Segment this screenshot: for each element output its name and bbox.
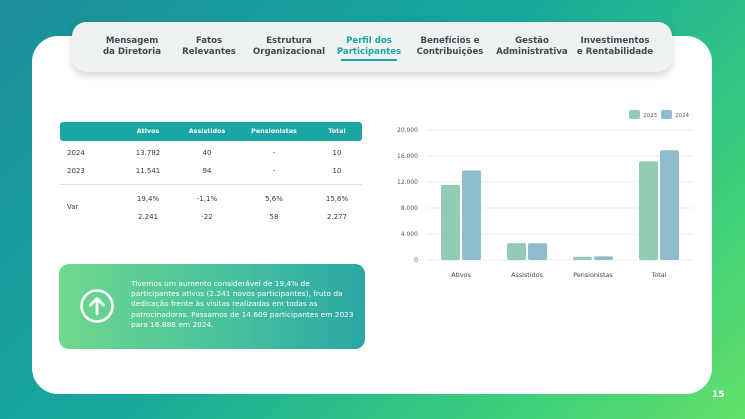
legend-swatch — [661, 110, 672, 119]
y-tick-label: 16.000 — [397, 153, 418, 160]
bar-2024-ativos — [462, 170, 481, 260]
top-navigation: Mensagem da Diretoria Fatos Relevantes E… — [72, 22, 672, 72]
highlight-callout: Tivemos um aumento considerável de 19,4%… — [59, 264, 365, 349]
row-label-2024: 2024 — [67, 149, 85, 157]
cell-total: 10 — [332, 149, 342, 157]
bar-2023-pensionistas — [573, 256, 592, 260]
row-label-var: Var — [67, 203, 79, 211]
cell-var-abs: 2.277 — [326, 213, 348, 221]
row-label-2023: 2023 — [67, 167, 85, 175]
cell-assistidos: 40 — [202, 149, 212, 157]
arrow-up-circle-icon — [80, 289, 114, 323]
cell-var-pct: 15,6% — [325, 195, 349, 203]
page-number: 15 — [712, 390, 725, 400]
nav-tab-fatos[interactable]: Fatos Relevantes — [182, 36, 236, 57]
bar-2024-pensionistas — [594, 256, 613, 260]
legend-label: 2024 — [675, 113, 689, 119]
y-tick-label: 20.000 — [397, 127, 418, 134]
cell-assistidos: 94 — [202, 167, 212, 175]
nav-tab-beneficios[interactable]: Benefícios e Contribuições — [416, 36, 484, 57]
legend-label: 2023 — [643, 113, 657, 119]
x-tick-label: Assistidos — [511, 271, 543, 279]
cell-var-pct: 5,6% — [265, 195, 283, 203]
cell-ativos: 13.782 — [135, 149, 161, 157]
callout-text: Tivemos um aumento considerável de 19,4%… — [131, 279, 354, 329]
cell-ativos: 11.541 — [135, 167, 161, 175]
nav-tab-mensagem[interactable]: Mensagem da Diretoria — [102, 36, 162, 57]
cell-total: 10 — [332, 167, 342, 175]
bar-2023-assistidos — [507, 243, 526, 260]
bar-2023-total — [639, 161, 658, 260]
x-tick-label: Total — [651, 271, 667, 279]
y-tick-label: 12.000 — [397, 179, 418, 186]
col-header-assistidos: Assistidos — [188, 127, 226, 135]
cell-var-pct: -1,1% — [196, 195, 218, 203]
cell-pensionistas: - — [272, 167, 276, 175]
y-tick-label: 0 — [414, 257, 418, 264]
nav-tab-perfil[interactable]: Perfil dos Participantes — [336, 36, 402, 57]
x-tick-label: Ativos — [451, 271, 471, 279]
active-tab-underline — [341, 59, 397, 61]
bar-chart: 0 4.000 8.000 12.000 16.000 20.000 Ativos Assis… — [397, 110, 692, 279]
bar-2024-assistidos — [528, 243, 547, 260]
nav-tab-gestao[interactable]: Gestão Administrativa — [496, 36, 568, 57]
cell-var-abs: 2.241 — [137, 213, 159, 221]
cell-var-abs: -22 — [201, 213, 213, 221]
cell-pensionistas: - — [272, 149, 276, 157]
x-tick-label: Pensionistas — [573, 271, 613, 279]
y-tick-label: 4.000 — [401, 231, 418, 238]
cell-var-pct: 19,4% — [136, 195, 160, 203]
nav-tab-estrutura[interactable]: Estrutura Organizacional — [252, 36, 326, 57]
y-tick-label: 8.000 — [401, 205, 418, 212]
legend-swatch — [629, 110, 640, 119]
col-header-pensionistas: Pensionistas — [251, 127, 297, 135]
col-header-ativos: Ativos — [136, 127, 160, 135]
nav-tab-investimentos[interactable]: Investimentos e Rentabilidade — [576, 36, 654, 57]
bar-2024-total — [660, 150, 679, 260]
table-divider — [60, 184, 362, 185]
table-header: Ativos Assistidos Pensionistas Total — [60, 122, 362, 141]
col-header-total: Total — [328, 127, 346, 135]
cell-var-abs: 58 — [269, 213, 279, 221]
bar-2023-ativos — [441, 184, 460, 260]
